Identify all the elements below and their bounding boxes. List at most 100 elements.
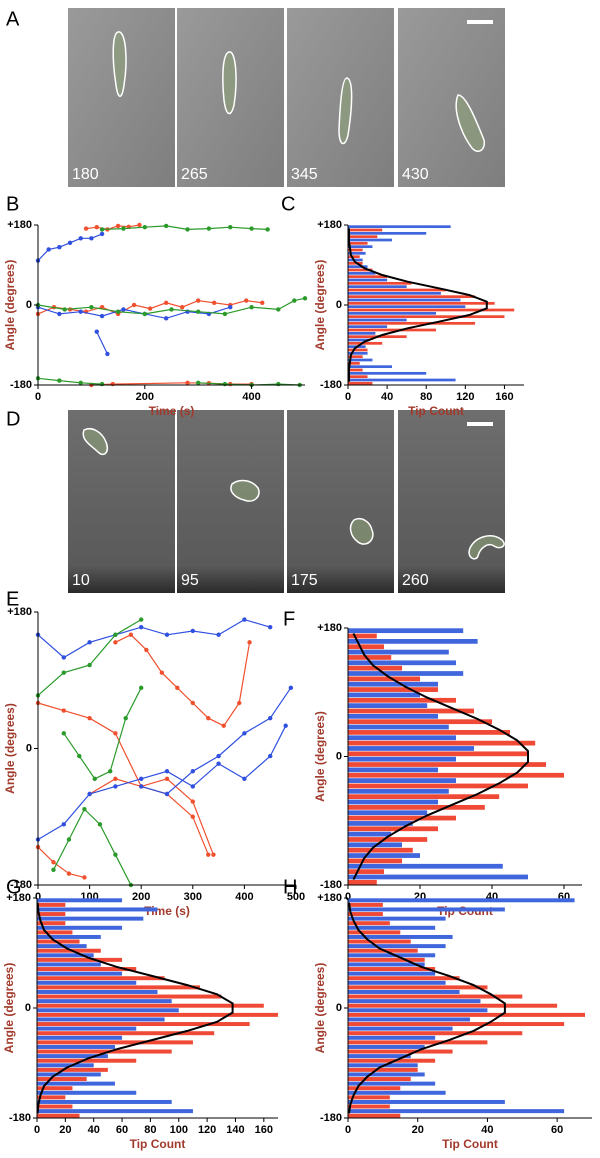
histogram-bar [348, 713, 438, 719]
y-tick-label: 0 [336, 750, 342, 762]
histogram-bar [348, 756, 456, 762]
histogram-bar [37, 902, 66, 907]
track-point [164, 769, 170, 774]
track-point [292, 298, 297, 303]
histogram-bar [348, 826, 438, 832]
x-tick-label: 160 [495, 391, 513, 403]
track-point [78, 309, 83, 314]
y-tick-label: +180 [317, 622, 342, 634]
track-point [61, 822, 66, 827]
track-point [196, 298, 201, 303]
histogram-bar [348, 665, 402, 671]
histogram-bar [37, 925, 123, 930]
panel-label: E [6, 588, 19, 610]
histogram-bar [348, 994, 523, 999]
histogram-bar [348, 231, 427, 235]
panel-label: B [6, 193, 19, 215]
fit-curve [36, 902, 234, 1114]
histogram-bar [348, 985, 488, 990]
panel-label: A [6, 8, 20, 30]
histogram-bar [37, 1063, 94, 1068]
histogram-bar [348, 697, 456, 703]
histogram-bar [37, 989, 158, 994]
histogram-bar [348, 788, 449, 794]
histogram-bar [348, 351, 368, 355]
y-tick-label: +180 [7, 606, 32, 618]
fit-curve [348, 902, 506, 1114]
track-point [78, 236, 83, 241]
track-point [82, 806, 87, 812]
histogram-bar [37, 939, 80, 944]
track-point [260, 300, 265, 305]
histogram-bar [348, 375, 368, 379]
histogram-bar [348, 957, 425, 962]
cell-outline [338, 77, 353, 145]
track-point [222, 381, 228, 387]
histogram-bar [348, 671, 464, 676]
histogram-bar [37, 916, 144, 921]
x-tick-label: 500 [287, 891, 305, 903]
track-point [249, 226, 254, 231]
track-point [139, 784, 144, 789]
histogram-bar [348, 295, 476, 299]
histogram-bar [37, 948, 101, 953]
track-point [46, 247, 51, 252]
histogram-bar [348, 1003, 558, 1008]
track-point [268, 624, 273, 630]
histogram-bar [348, 730, 510, 735]
track-point [94, 225, 99, 230]
micrograph [287, 410, 394, 593]
track-point [92, 776, 97, 782]
track-point [57, 311, 62, 317]
y-tick-label: 0 [26, 742, 32, 754]
track-point [131, 302, 137, 308]
track-point [113, 640, 118, 645]
panel-label: D [6, 408, 20, 430]
track-point [113, 776, 118, 782]
histogram-bar [348, 255, 360, 259]
histogram-bar [348, 315, 505, 319]
track-point [99, 231, 105, 237]
histogram-bar [348, 1067, 418, 1072]
track-point [190, 700, 195, 706]
y-tick-label: +180 [6, 892, 31, 904]
histogram-bar [348, 355, 363, 359]
histogram-bar [348, 687, 438, 692]
histogram-bar [37, 1072, 101, 1077]
histogram-bar [348, 810, 428, 816]
track-point [62, 307, 67, 312]
histogram-bar [348, 655, 392, 660]
track-point [190, 769, 195, 774]
track-point [288, 685, 294, 691]
y-tick-label: 0 [26, 299, 32, 311]
x-tick-label: 60 [116, 1124, 128, 1136]
histogram-bar [348, 381, 373, 385]
track-point [99, 227, 105, 232]
track-point [113, 852, 118, 857]
histogram-bar [37, 994, 222, 999]
track-line [37, 233, 231, 355]
histogram-bar [348, 378, 456, 382]
micrograph [287, 8, 394, 187]
histogram-bar [348, 751, 528, 757]
histogram-bar [348, 746, 474, 751]
track-point [169, 307, 174, 312]
frame-number: 265 [181, 166, 208, 183]
x-axis-title: Tip Count [408, 404, 464, 418]
y-axis-title: Angle (degrees) [313, 711, 327, 802]
track-point [87, 662, 92, 668]
histogram-bar [348, 1104, 390, 1109]
histogram-bar [348, 1109, 565, 1114]
track-point [175, 685, 180, 691]
histogram-bar [37, 1044, 115, 1049]
cell-outline [112, 31, 127, 97]
histogram-bar [348, 921, 390, 926]
histogram-bar [348, 676, 420, 682]
histogram-bar [37, 1031, 215, 1036]
histogram-bar [348, 1058, 436, 1063]
track-point [242, 617, 247, 622]
histogram-bar [37, 980, 137, 985]
track-point [66, 837, 72, 842]
track-point [61, 731, 66, 736]
histogram-bar [348, 368, 363, 372]
